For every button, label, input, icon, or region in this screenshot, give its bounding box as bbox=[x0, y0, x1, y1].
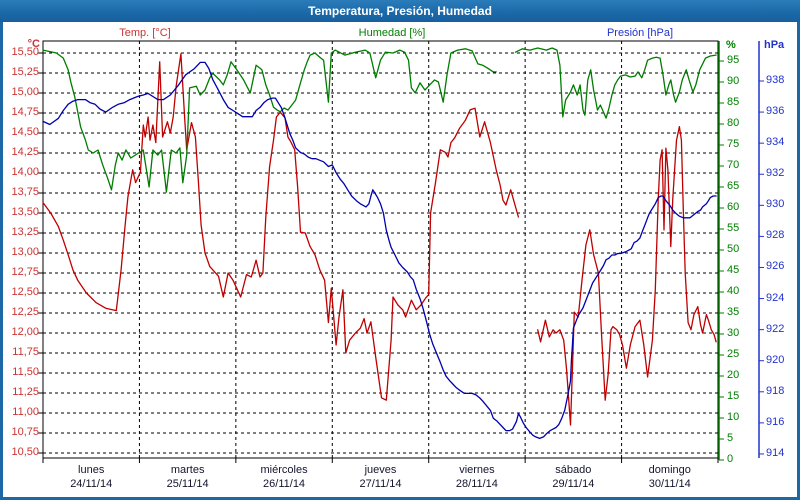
legend-humidity: Humedad [%] bbox=[358, 27, 426, 39]
temp-axis-unit: °C bbox=[27, 38, 40, 50]
humidity-axis-unit: % bbox=[726, 39, 736, 51]
legend-pressure: Presión [hPa] bbox=[606, 27, 674, 39]
chart-area bbox=[3, 22, 797, 497]
title-bar[interactable]: Temperatura, Presión, Humedad bbox=[0, 0, 800, 22]
window-title: Temperatura, Presión, Humedad bbox=[308, 4, 492, 18]
legend-temp: Temp. [°C] bbox=[119, 27, 171, 39]
pressure-axis-unit: hPa bbox=[764, 39, 785, 51]
